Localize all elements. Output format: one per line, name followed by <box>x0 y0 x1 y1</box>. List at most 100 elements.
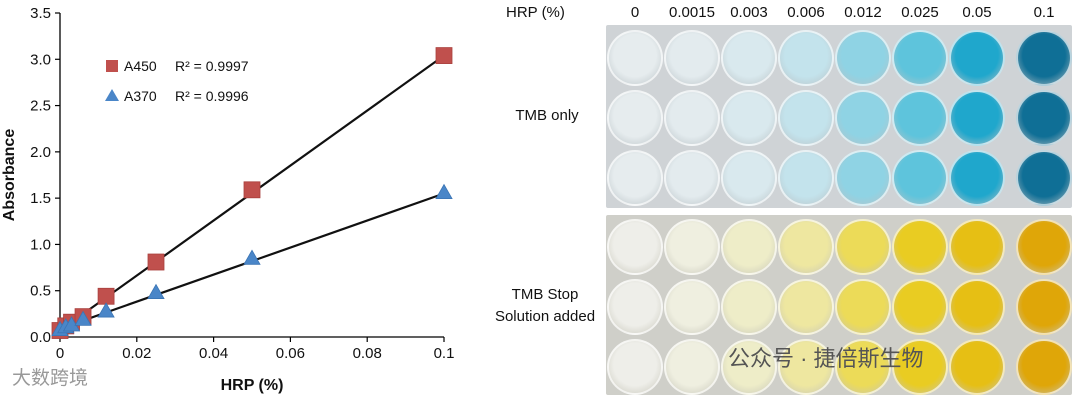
x-tick-label: 0.1 <box>434 345 455 362</box>
well-stop-solution-r3-c7 <box>949 339 1005 395</box>
x-tick-label: 0.06 <box>276 345 305 362</box>
well-stop-solution-r2-c8 <box>1016 279 1072 335</box>
well-tmb-only-r3-c1 <box>607 150 663 206</box>
well-stop-solution-r2-c6 <box>892 279 948 335</box>
absorbance-chart: 0.0 0.5 1.0 1.5 2.0 2.5 3.0 3.5 0 0.02 0.04 0.06 0.0… <box>1 5 454 394</box>
well-tmb-only-r1-c7 <box>949 30 1005 86</box>
well-stop-solution-r1-c7 <box>949 219 1005 275</box>
well-stop-solution-r1-c8 <box>1016 219 1072 275</box>
watermark-right: 公众号 · 捷倍斯生物 <box>728 346 924 371</box>
legend-label-a370: A370 <box>124 88 157 104</box>
y-tick-label: 1.5 <box>30 190 51 207</box>
well-stop-solution-r3-c3 <box>721 339 777 395</box>
well-tmb-only-r1-c6 <box>892 30 948 86</box>
row-label-tmb-only: TMB only <box>515 107 579 124</box>
marker-a450 <box>243 181 261 199</box>
data-markers <box>51 47 453 339</box>
marker-a370 <box>243 249 261 265</box>
plate-concentration-4: 0.012 <box>844 4 882 21</box>
legend-marker-a450 <box>106 60 118 72</box>
well-tmb-only-r2-c2 <box>664 90 720 146</box>
well-tmb-only-r1-c1 <box>607 30 663 86</box>
x-tick-label: 0 <box>56 345 64 362</box>
legend-label-a450: A450 <box>124 58 157 74</box>
marker-a370 <box>435 183 453 199</box>
well-tmb-only-r2-c6 <box>892 90 948 146</box>
well-stop-solution-r2-c4 <box>778 279 834 335</box>
well-tmb-only-r3-c5 <box>835 150 891 206</box>
y-tick-label: 2.5 <box>30 98 51 115</box>
well-stop-solution-r3-c2 <box>664 339 720 395</box>
plate-concentration-0: 0 <box>630 4 640 21</box>
y-tick-label: 0.5 <box>30 283 51 300</box>
well-tmb-only-r1-c3 <box>721 30 777 86</box>
plate-concentration-6: 0.05 <box>962 4 992 21</box>
well-stop-solution-r2-c2 <box>664 279 720 335</box>
row-label-line-1: TMB Stop <box>511 286 579 303</box>
plate-concentration-5: 0.025 <box>901 4 939 21</box>
x-tick-label: 0.04 <box>199 345 228 362</box>
well-tmb-only-r3-c7 <box>949 150 1005 206</box>
well-tmb-only-r1-c5 <box>835 30 891 86</box>
well-stop-solution-r3-c1 <box>607 339 663 395</box>
chart-axes: 0.0 0.5 1.0 1.5 2.0 2.5 3.0 3.5 0 0.02 0.04 0.06 0.0… <box>1 5 454 394</box>
well-stop-solution-r3-c6 <box>892 339 948 395</box>
row-label-line-2: Solution added <box>494 308 596 325</box>
y-tick-label: 1.0 <box>30 236 51 253</box>
plate-hrp-label: HRP (%) <box>506 4 565 21</box>
well-tmb-only-r2-c1 <box>607 90 663 146</box>
legend-r2-a450: R² = 0.9997 <box>175 58 249 74</box>
chart-legend: A450 R² = 0.9997 A370 R² = 0.9996 <box>105 58 249 104</box>
well-tmb-only-r2-c4 <box>778 90 834 146</box>
well-tmb-only-r1-c8 <box>1016 30 1072 86</box>
well-tmb-only-r2-c8 <box>1016 90 1072 146</box>
legend-marker-a370 <box>105 89 119 101</box>
plate-panel-stop-solution <box>606 215 1072 395</box>
x-axis-title: HRP (%) <box>221 377 284 394</box>
well-stop-solution-r3-c5 <box>835 339 891 395</box>
plate-concentration-3: 0.006 <box>787 4 825 21</box>
well-stop-solution-r3-c8 <box>1016 339 1072 395</box>
marker-a450 <box>435 47 453 64</box>
well-stop-solution-r2-c1 <box>607 279 663 335</box>
well-stop-solution-r3-c4 <box>778 339 834 395</box>
well-stop-solution-r2-c7 <box>949 279 1005 335</box>
marker-a370 <box>147 283 165 299</box>
well-tmb-only-r1-c4 <box>778 30 834 86</box>
well-stop-solution-r2-c3 <box>721 279 777 335</box>
row-label-stop-solution: TMB Stop Solution added <box>470 284 620 328</box>
well-stop-solution-r1-c1 <box>607 219 663 275</box>
well-stop-solution-r1-c5 <box>835 219 891 275</box>
well-stop-solution-r1-c4 <box>778 219 834 275</box>
x-tick-label: 0.08 <box>353 345 382 362</box>
plate-concentration-2: 0.003 <box>730 4 768 21</box>
y-axis-title: Absorbance <box>1 129 18 222</box>
plate-concentration-7: 0.1 <box>1033 4 1055 21</box>
well-tmb-only-r3-c3 <box>721 150 777 206</box>
well-stop-solution-r1-c6 <box>892 219 948 275</box>
well-tmb-only-r2-c3 <box>721 90 777 146</box>
marker-a370 <box>97 302 115 318</box>
marker-a370 <box>74 310 92 326</box>
watermark-left: 大数跨境 <box>12 368 89 389</box>
plate-concentration-1: 0.0015 <box>669 4 715 21</box>
marker-a450 <box>97 287 115 305</box>
well-tmb-only-r3-c4 <box>778 150 834 206</box>
well-tmb-only-r1-c2 <box>664 30 720 86</box>
well-tmb-only-r2-c7 <box>949 90 1005 146</box>
y-tick-label: 2.0 <box>30 144 51 161</box>
well-tmb-only-r2-c5 <box>835 90 891 146</box>
legend-r2-a370: R² = 0.9996 <box>175 88 249 104</box>
x-tick-label: 0.02 <box>122 345 151 362</box>
well-tmb-only-r3-c2 <box>664 150 720 206</box>
plate-panel-tmb-only <box>606 25 1072 208</box>
well-tmb-only-r3-c8 <box>1016 150 1072 206</box>
y-tick-label: 3.0 <box>30 51 51 68</box>
well-stop-solution-r2-c5 <box>835 279 891 335</box>
well-tmb-only-r3-c6 <box>892 150 948 206</box>
well-stop-solution-r1-c3 <box>721 219 777 275</box>
well-stop-solution-r1-c2 <box>664 219 720 275</box>
marker-a450 <box>147 253 165 271</box>
y-tick-label: 3.5 <box>30 5 51 22</box>
y-tick-label: 0.0 <box>30 329 51 346</box>
